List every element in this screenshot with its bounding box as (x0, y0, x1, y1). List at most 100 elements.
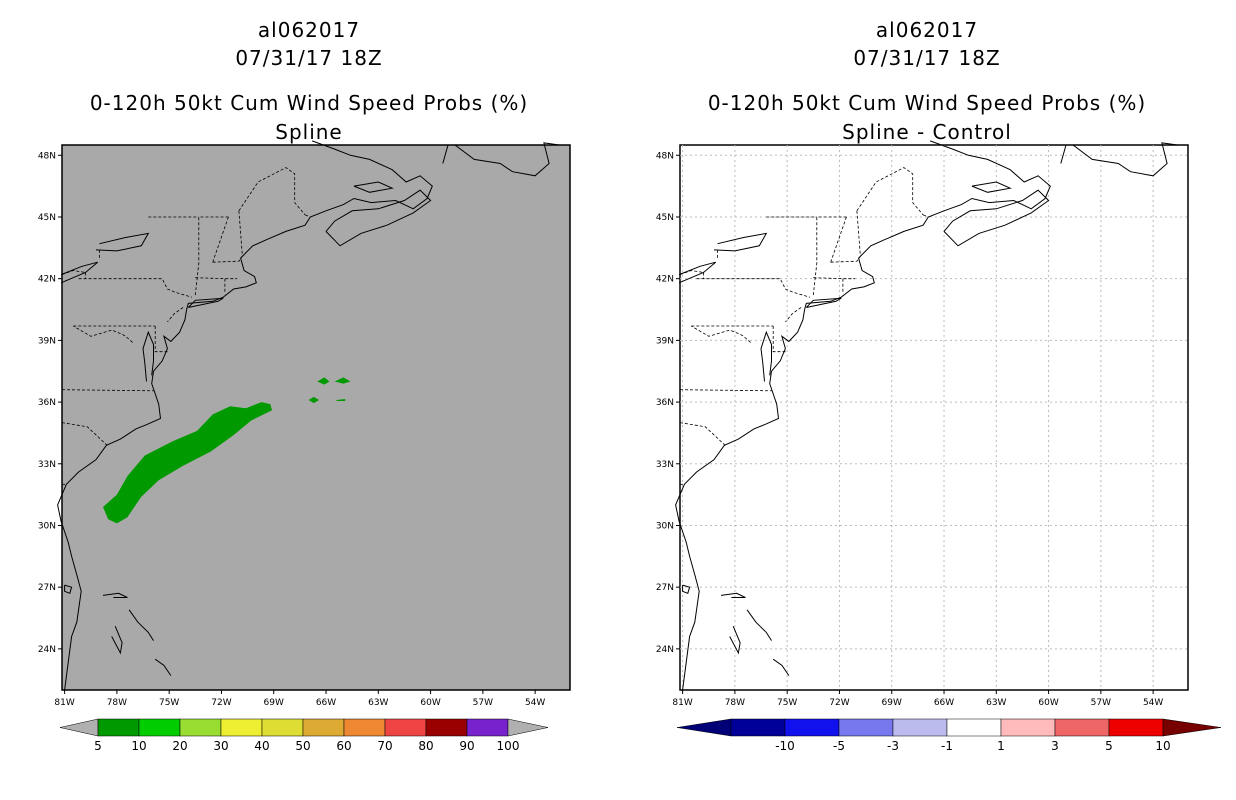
legend-swatch (946, 718, 1002, 737)
state-boundary (61, 422, 109, 447)
legend-label: 1 (997, 739, 1005, 753)
coastline (95, 232, 150, 252)
coastline (720, 592, 746, 598)
lon-label: 78W (107, 698, 127, 708)
product-title: 0-120h 50kt Cum Wind Speed Probs (%) (707, 91, 1147, 115)
coastline (675, 140, 1051, 691)
legend-label: 80 (418, 739, 433, 753)
legend-label: 20 (172, 739, 187, 753)
lat-label: 27N (656, 583, 674, 593)
state-boundary (238, 210, 243, 257)
legend-label: -1 (941, 739, 953, 753)
probability-field (103, 402, 272, 524)
legend-right: -10 -5 -3 -1 1 3 5 10 (676, 718, 1222, 753)
state-boundary (856, 167, 924, 216)
state-boundary (154, 326, 169, 353)
legend-swatch (138, 718, 181, 737)
legend-swatch (466, 718, 509, 737)
coastline (442, 142, 560, 177)
product-title: 0-120h 50kt Cum Wind Speed Probs (%) (89, 91, 529, 115)
legend-label: 40 (254, 739, 269, 753)
legend-label: 5 (94, 739, 102, 753)
state-boundary (212, 255, 243, 263)
legend-arrow-left (59, 718, 99, 737)
legend-swatch (179, 718, 222, 737)
coastline (760, 330, 772, 382)
state-boundary (73, 325, 133, 343)
lon-label: 57W (473, 698, 493, 708)
coastline (57, 140, 433, 691)
legend-label: 90 (459, 739, 474, 753)
lon-label: 69W (882, 698, 902, 708)
legend-label: -10 (775, 739, 795, 753)
legend-label: -3 (887, 739, 899, 753)
coastline (746, 609, 772, 641)
datetime: 07/31/17 18Z (853, 46, 1001, 70)
state-boundary (830, 216, 847, 263)
lat-label: 27N (38, 583, 56, 593)
state-boundary (78, 278, 192, 298)
legend-label: 60 (336, 739, 351, 753)
legend-label: 10 (1155, 739, 1170, 753)
coastline (772, 658, 790, 676)
legend-swatch (384, 718, 427, 737)
coastline (1060, 142, 1178, 177)
coastline (353, 181, 394, 193)
lon-label: 54W (1143, 698, 1163, 708)
legend-swatch (1108, 718, 1164, 737)
lat-label: 39N (656, 336, 674, 346)
legend-label: 50 (295, 739, 310, 753)
lon-label: 60W (420, 698, 440, 708)
map-left: 48N 45N 42N 39N 36N 33N 30N 27N 24N 81W 78W 75W 72W 6… (38, 140, 571, 708)
lat-label: 42N (38, 275, 56, 285)
coastline (154, 658, 172, 676)
coastline (102, 592, 128, 598)
map-right: 48N 45N 42N 39N 36N 33N 30N 27N 24N 81W 78W 75W 72W 6… (656, 140, 1189, 708)
lon-label: 78W (725, 698, 745, 708)
coastline (943, 189, 1050, 247)
map-svg-left: 48N 45N 42N 39N 36N 33N 30N 27N 24N 81W 78W 75W 72W 6… (38, 140, 571, 753)
legend-swatch (1000, 718, 1056, 737)
coastline (678, 261, 717, 284)
coastline (682, 584, 691, 594)
legend-swatch (97, 718, 140, 737)
legend-swatch (1054, 718, 1110, 737)
legend-swatch (302, 718, 345, 737)
lat-label: 30N (38, 521, 56, 531)
state-boundary (194, 216, 231, 296)
lon-label: 72W (211, 698, 231, 708)
panel-difference: al062017 07/31/17 18Z 0-120h 50kt Cum Wi… (618, 0, 1236, 800)
lon-label: 66W (934, 698, 954, 708)
coastline (187, 297, 224, 308)
state-boundary (772, 326, 787, 353)
lon-label: 75W (159, 698, 179, 708)
subtitle: Spline (275, 120, 343, 144)
legend-swatch (425, 718, 468, 737)
coastline (729, 626, 741, 655)
coastline (971, 181, 1012, 193)
coastline (64, 584, 73, 594)
legend-swatch (892, 718, 948, 737)
lon-label: 69W (264, 698, 284, 708)
lon-label: 63W (986, 698, 1006, 708)
state-boundary (691, 325, 751, 343)
lat-label: 45N (656, 213, 674, 223)
legend-arrow-right (1162, 718, 1222, 737)
legend-swatch (261, 718, 304, 737)
lon-label: 72W (829, 698, 849, 708)
state-boundary (61, 389, 154, 392)
map-frame (61, 144, 571, 691)
coastline (60, 261, 99, 284)
legend-label: -5 (833, 739, 845, 753)
state-boundary (696, 278, 810, 298)
lon-label: 81W (54, 698, 74, 708)
legend-label: 70 (377, 739, 392, 753)
lat-label: 33N (656, 460, 674, 470)
coastline (111, 626, 123, 655)
lon-label: 60W (1038, 698, 1058, 708)
map-frame (679, 144, 1189, 691)
coastline (713, 232, 768, 252)
legend-label: 10 (131, 739, 146, 753)
legend-swatch (838, 718, 894, 737)
state-boundary (830, 255, 861, 263)
